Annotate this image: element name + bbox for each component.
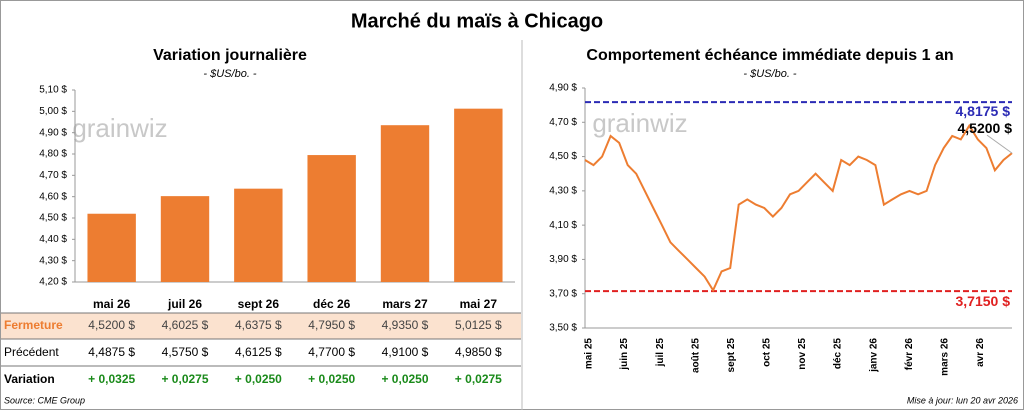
- x-tick-label: mars 26: [939, 338, 950, 376]
- table-cell: + 0,0275: [161, 372, 208, 386]
- x-tick-label: mai 27: [460, 297, 498, 311]
- x-tick-label: mai 26: [93, 297, 131, 311]
- reference-label: 4,8175 $: [956, 103, 1011, 119]
- price-line: [584, 123, 1013, 293]
- bar: [380, 125, 430, 282]
- table-cell: + 0,0250: [381, 372, 428, 386]
- x-tick-label: nov 25: [797, 338, 808, 370]
- y-tick-label: 4,60 $: [39, 191, 67, 202]
- y-tick-label: 4,50 $: [39, 213, 67, 224]
- y-tick-label: 4,40 $: [39, 234, 67, 245]
- page-title: Marché du maïs à Chicago: [351, 10, 603, 32]
- y-tick-label: 5,10 $: [39, 85, 67, 96]
- chart-subtitle: - $US/bo. -: [743, 68, 797, 80]
- table-cell: 4,9350 $: [382, 318, 429, 332]
- y-tick-label: 4,10 $: [549, 220, 577, 231]
- table-cell: 4,5750 $: [162, 345, 209, 359]
- table-cell: 4,7950 $: [308, 318, 355, 332]
- bar: [234, 188, 283, 282]
- table-cell: 4,5200 $: [88, 318, 135, 332]
- y-tick-label: 5,00 $: [39, 106, 67, 117]
- y-tick-label: 3,50 $: [549, 323, 577, 334]
- x-tick-label: déc 26: [313, 297, 351, 311]
- x-tick-label: juin 25: [619, 338, 630, 371]
- bar: [160, 196, 210, 282]
- x-tick-label: mai 25: [584, 338, 595, 370]
- x-tick-label: août 25: [690, 338, 701, 373]
- y-tick-label: 4,70 $: [549, 117, 577, 128]
- y-tick-label: 4,20 $: [39, 277, 67, 288]
- x-tick-label: févr 26: [904, 338, 915, 371]
- table-cell: 4,7700 $: [308, 345, 355, 359]
- table-cell: 4,6025 $: [162, 318, 209, 332]
- chart-title: Variation journalière: [153, 47, 307, 64]
- table-cell: 4,6125 $: [235, 345, 282, 359]
- y-tick-label: 4,90 $: [39, 127, 67, 138]
- reference-label: 3,7150 $: [956, 293, 1011, 309]
- x-tick-label: sept 26: [238, 297, 280, 311]
- y-tick-label: 4,30 $: [549, 185, 577, 196]
- x-tick-label: oct 25: [762, 338, 773, 367]
- watermark: grainwiz: [592, 108, 687, 138]
- table-cell: 4,4875 $: [88, 345, 135, 359]
- x-tick-label: juil 25: [655, 338, 666, 368]
- y-tick-label: 4,80 $: [39, 149, 67, 160]
- table-cell: + 0,0275: [455, 372, 502, 386]
- bar: [307, 155, 356, 282]
- y-tick-label: 4,50 $: [549, 151, 577, 162]
- x-tick-label: sept 25: [726, 338, 737, 373]
- chart-subtitle: - $US/bo. -: [203, 68, 257, 80]
- x-tick-label: juil 26: [167, 297, 202, 311]
- table-cell: + 0,0325: [88, 372, 135, 386]
- bar: [87, 213, 136, 282]
- table-cell: + 0,0250: [235, 372, 282, 386]
- updated: Mise à jour: lun 20 avr 2026: [907, 395, 1018, 405]
- y-tick-label: 3,90 $: [549, 254, 577, 265]
- watermark: grainwiz: [72, 113, 167, 143]
- row-label: Variation: [4, 372, 55, 386]
- x-tick-label: déc 25: [833, 338, 844, 370]
- row-highlight: [1, 313, 521, 339]
- x-tick-label: mars 27: [382, 297, 428, 311]
- y-tick-label: 4,30 $: [39, 255, 67, 266]
- table-cell: 4,6375 $: [235, 318, 282, 332]
- last-value-label: 4,5200 $: [958, 120, 1013, 136]
- label-leader: [986, 134, 1013, 154]
- x-tick-label: janv 26: [868, 338, 879, 373]
- x-tick-label: avr 26: [975, 338, 986, 367]
- y-tick-label: 4,90 $: [549, 83, 577, 94]
- y-tick-label: 3,70 $: [549, 288, 577, 299]
- table-cell: 5,0125 $: [455, 318, 502, 332]
- bar: [454, 108, 503, 283]
- row-label: Fermeture: [4, 318, 63, 332]
- chart-title: Comportement échéance immédiate depuis 1…: [586, 47, 953, 64]
- table-cell: 4,9850 $: [455, 345, 502, 359]
- table-cell: 4,9100 $: [382, 345, 429, 359]
- y-tick-label: 4,70 $: [39, 170, 67, 181]
- table-cell: + 0,0250: [308, 372, 355, 386]
- row-label: Précédent: [4, 345, 59, 359]
- source: Source: CME Group: [4, 395, 85, 405]
